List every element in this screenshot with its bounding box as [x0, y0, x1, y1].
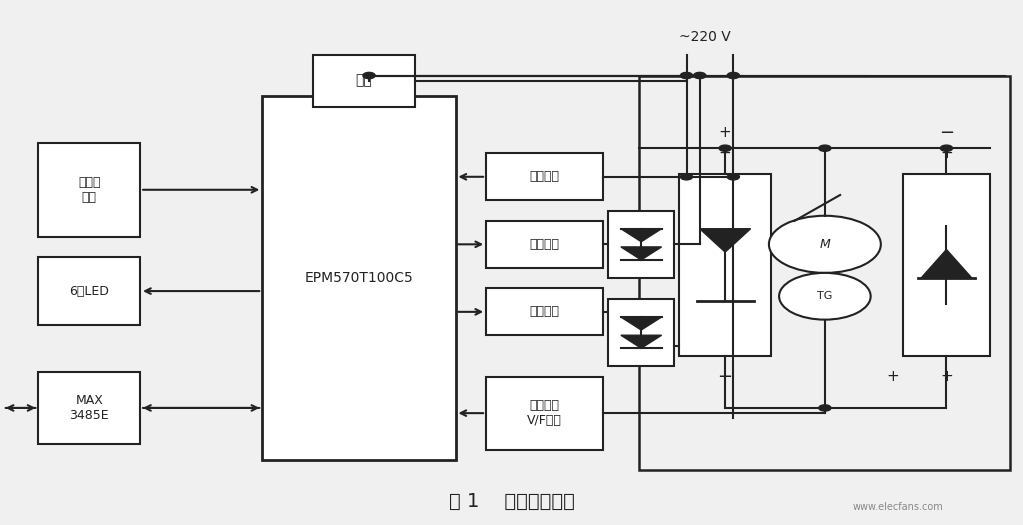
- Circle shape: [818, 405, 831, 411]
- Circle shape: [694, 72, 706, 79]
- Text: +: +: [887, 369, 899, 384]
- Circle shape: [363, 72, 375, 79]
- Bar: [39, 372, 140, 444]
- Bar: [39, 143, 140, 237]
- Text: 6位LED: 6位LED: [70, 285, 109, 298]
- Text: 电源: 电源: [356, 74, 372, 88]
- Text: +: +: [940, 146, 952, 161]
- Text: −: −: [939, 124, 954, 142]
- Polygon shape: [621, 317, 662, 330]
- Circle shape: [727, 174, 740, 180]
- Circle shape: [719, 145, 731, 151]
- Text: −: −: [717, 368, 732, 386]
- Text: MAX
3485E: MAX 3485E: [70, 394, 109, 422]
- Polygon shape: [621, 229, 662, 242]
- Bar: [638, 76, 1010, 470]
- Bar: [486, 288, 604, 335]
- Circle shape: [780, 273, 871, 320]
- Circle shape: [680, 72, 693, 79]
- Bar: [608, 211, 674, 278]
- Bar: [486, 377, 604, 449]
- Circle shape: [940, 145, 952, 151]
- Text: 隔离驱动: 隔离驱动: [530, 306, 560, 318]
- Text: +: +: [940, 369, 952, 384]
- Text: 图 1    模块组成框图: 图 1 模块组成框图: [448, 492, 575, 511]
- Circle shape: [680, 174, 693, 180]
- Circle shape: [727, 72, 740, 79]
- Polygon shape: [621, 247, 662, 260]
- Text: ~220 V: ~220 V: [679, 29, 731, 44]
- Bar: [262, 96, 455, 460]
- Bar: [679, 174, 771, 356]
- Bar: [608, 299, 674, 366]
- Text: +: +: [719, 125, 731, 140]
- Bar: [313, 55, 415, 107]
- Bar: [486, 153, 604, 200]
- Polygon shape: [921, 249, 972, 278]
- Text: 加减速
按键: 加减速 按键: [78, 176, 100, 204]
- Text: M: M: [819, 238, 831, 251]
- Bar: [39, 257, 140, 325]
- Text: 过零脉冲: 过零脉冲: [530, 170, 560, 183]
- Text: 预处理与
V/F变换: 预处理与 V/F变换: [527, 399, 562, 427]
- Bar: [903, 174, 989, 356]
- Text: www.elecfans.com: www.elecfans.com: [853, 502, 943, 512]
- Text: +: +: [719, 146, 731, 161]
- Bar: [486, 221, 604, 268]
- Polygon shape: [621, 335, 662, 348]
- Text: EPM570T100C5: EPM570T100C5: [305, 271, 413, 285]
- Circle shape: [769, 216, 881, 273]
- Polygon shape: [700, 229, 751, 252]
- Circle shape: [818, 145, 831, 151]
- Text: 隔离驱动: 隔离驱动: [530, 238, 560, 251]
- Text: TG: TG: [817, 291, 833, 301]
